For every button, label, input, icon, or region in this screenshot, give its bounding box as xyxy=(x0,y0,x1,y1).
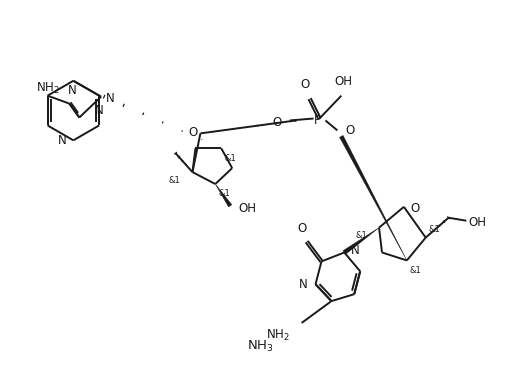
Text: O: O xyxy=(297,222,306,235)
Text: OH: OH xyxy=(334,75,352,88)
Text: OH: OH xyxy=(238,202,256,215)
Text: &1: &1 xyxy=(410,266,421,275)
Text: N: N xyxy=(299,278,308,291)
Text: N: N xyxy=(351,244,360,257)
Text: N: N xyxy=(95,104,103,117)
Polygon shape xyxy=(340,135,407,261)
Text: P: P xyxy=(314,114,321,127)
Text: NH$_2$: NH$_2$ xyxy=(35,80,59,96)
Polygon shape xyxy=(215,184,232,207)
Text: &1: &1 xyxy=(219,189,230,199)
Polygon shape xyxy=(343,228,379,254)
Text: N: N xyxy=(106,92,115,105)
Text: NH$_2$: NH$_2$ xyxy=(266,328,289,343)
Text: O: O xyxy=(273,116,282,129)
Text: &1: &1 xyxy=(355,231,367,240)
Text: &1: &1 xyxy=(224,154,236,163)
Text: O: O xyxy=(189,126,198,139)
Text: &1: &1 xyxy=(169,176,180,184)
Text: N: N xyxy=(68,84,77,97)
Text: OH: OH xyxy=(468,216,486,229)
Text: O: O xyxy=(300,78,309,91)
Text: N: N xyxy=(58,134,66,147)
Text: &1: &1 xyxy=(429,225,441,234)
Text: NH$_3$: NH$_3$ xyxy=(246,339,273,354)
Text: O: O xyxy=(345,124,354,137)
Text: O: O xyxy=(411,202,420,215)
